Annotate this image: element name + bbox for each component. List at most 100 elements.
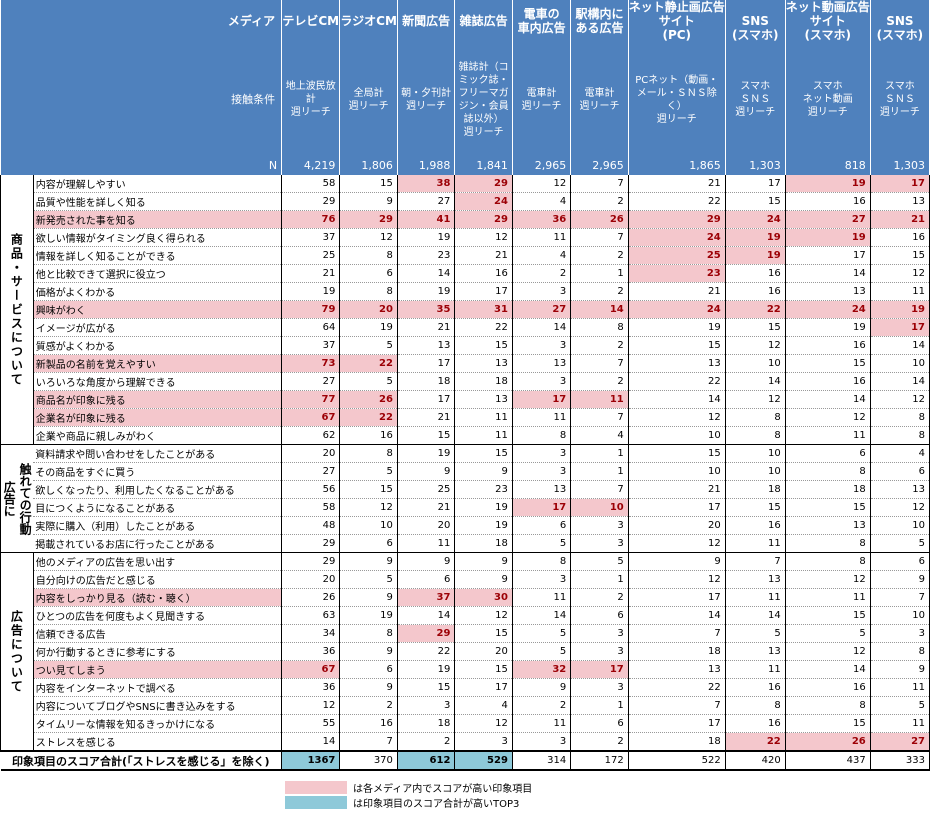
cell-value: 9: [512, 678, 572, 697]
cell-value: 6: [397, 570, 456, 589]
cell-value: 16: [725, 714, 786, 733]
cell-value: 23: [628, 264, 726, 283]
table-row: 目につくようになることがある 58 12 21 19 17 10 17 15 15 12: [1, 498, 930, 517]
cell-value: 5: [870, 534, 930, 553]
cell-value: 31: [454, 300, 513, 319]
cell-value: 8: [725, 696, 786, 715]
cell-value: 21: [628, 282, 726, 301]
cell-value: 15: [870, 246, 930, 265]
cell-value: 10: [628, 462, 726, 481]
header-row-n: N 4,219 1,806 1,988 1,841 2,965 2,965 1,865 1,30…: [0, 157, 930, 175]
cell-value: 1: [570, 264, 629, 283]
table-row: 欲しい情報がタイミング良く得られる 37 12 19 12 11 7 24 19 19 16: [1, 228, 930, 247]
item-label: 価格がよくわかる: [33, 282, 283, 301]
cell-value: 8: [512, 552, 572, 571]
item-label: 何か行動するときに参考にする: [33, 642, 283, 661]
cell-value: 15: [454, 444, 513, 463]
cell-value: 3: [512, 570, 572, 589]
cell-value: 48: [281, 516, 341, 535]
table-row: 実際に購入（利用）したことがある 48 10 20 19 6 3 20 16 13 10: [1, 516, 930, 535]
table-row: 情報を詳しく知ることができる 25 8 23 21 4 2 25 19 17 15: [1, 246, 930, 265]
cell-value: 8: [570, 318, 629, 337]
cell-value: 2: [570, 588, 629, 607]
cell-value: 29: [454, 210, 513, 229]
table-row: 商品名が印象に残る 77 26 17 13 17 11 14 12 14 12: [1, 390, 930, 409]
cell-value: 11: [725, 588, 786, 607]
item-label: 自分向けの広告だと感じる: [33, 570, 283, 589]
cell-value: 10: [725, 444, 786, 463]
cell-value: 2: [570, 372, 629, 391]
cell-value: 15: [628, 444, 726, 463]
table-row: イメージが広がる 64 19 21 22 14 8 19 15 19 17: [1, 318, 930, 337]
table-row: 掲載されているお店に行ったことがある 29 6 11 18 5 3 12 11 8 5: [1, 534, 930, 553]
contact-cond-text-9-0: スマホ: [885, 81, 915, 92]
media-title-4-1: 車内広告: [517, 21, 566, 35]
cell-value: 16: [339, 426, 398, 445]
cell-value: 7: [570, 408, 629, 427]
cell-value: 21: [870, 210, 930, 229]
contact-cond-text-8-0: スマホ: [812, 81, 843, 92]
cell-value: 15: [397, 678, 456, 697]
item-label: 内容についてブログやSNSに書き込みをする: [33, 696, 283, 715]
cell-value: 29: [281, 552, 341, 571]
media-title-0-0: テレビCM: [282, 14, 340, 28]
media-title-6-0: サイト: [658, 14, 695, 28]
legend-text-highlight: は各メディア内でスコアが高い印象項目: [353, 784, 533, 795]
cell-value: 22: [628, 372, 726, 391]
cell-value: 5: [339, 372, 398, 391]
cell-value: 38: [397, 175, 456, 193]
cell-value: 6: [339, 264, 398, 283]
cell-value: 7: [870, 588, 930, 607]
cell-value: 6: [570, 606, 629, 625]
table-row: ひとつの広告を何度もよく見聞きする 63 19 14 12 14 6 14 14 15 10: [1, 606, 930, 625]
item-label: 企業や商品に親しみがわく: [33, 426, 283, 445]
contact-cond-text-5-0: 電車計: [584, 87, 615, 99]
cell-value: 11: [570, 390, 629, 409]
cell-value: 25: [281, 246, 341, 265]
item-label: ストレスを感じる: [33, 732, 283, 752]
table-row: 新発売された事を知る 76 29 41 29 36 26 29 24 27 21: [1, 210, 930, 229]
item-label: 欲しくなったり、利用したくなることがある: [33, 480, 283, 499]
cell-value: 21: [397, 408, 456, 427]
total-value: 529: [454, 750, 513, 771]
total-label: 印象項目のスコア合計(「ストレスを感じる」を除く): [0, 750, 283, 771]
cell-value: 9: [870, 660, 930, 679]
cell-value: 17: [397, 390, 456, 409]
cell-value: 16: [785, 372, 871, 391]
cell-value: 15: [628, 336, 726, 355]
cell-value: 26: [570, 210, 629, 229]
cell-value: 14: [785, 390, 871, 409]
media-header-7: .SNS(スマホ): [725, 0, 786, 42]
cell-value: 22: [339, 354, 398, 373]
cell-value: 6: [512, 516, 572, 535]
cell-value: 27: [870, 732, 930, 752]
cell-value: 19: [281, 282, 341, 301]
cell-value: 1: [570, 444, 629, 463]
contact-cond-text-9-1: ＳＮＳ: [884, 94, 915, 105]
cell-value: 7: [570, 480, 629, 499]
cell-value: 10: [870, 354, 930, 373]
category-label-0: 商品・サービスについて: [9, 232, 24, 387]
cell-value: 22: [725, 300, 786, 319]
cell-value: 12: [785, 642, 871, 661]
cell-value: 20: [628, 516, 726, 535]
total-value: 333: [870, 750, 930, 771]
media-header-6: ネット静止画広告 サイト (PC): [628, 0, 726, 42]
cell-value: 14: [870, 336, 930, 355]
cell-value: 64: [281, 318, 341, 337]
cell-value: 12: [281, 696, 341, 715]
n-value-0: 4,219: [281, 157, 341, 175]
cell-value: 1: [570, 570, 629, 589]
cell-value: 36: [281, 678, 341, 697]
cell-value: 17: [725, 175, 786, 193]
cell-value: 8: [339, 246, 398, 265]
cell-value: 37: [281, 228, 341, 247]
media-header-3: 雑誌広告: [454, 0, 513, 42]
cell-value: 19: [397, 660, 456, 679]
cell-value: 13: [512, 354, 572, 373]
cell-value: 4: [512, 192, 572, 211]
cell-value: 9: [339, 552, 398, 571]
contact-label-cell: 接触条件: [0, 42, 283, 157]
cell-value: 19: [397, 228, 456, 247]
cell-value: 11: [512, 408, 572, 427]
